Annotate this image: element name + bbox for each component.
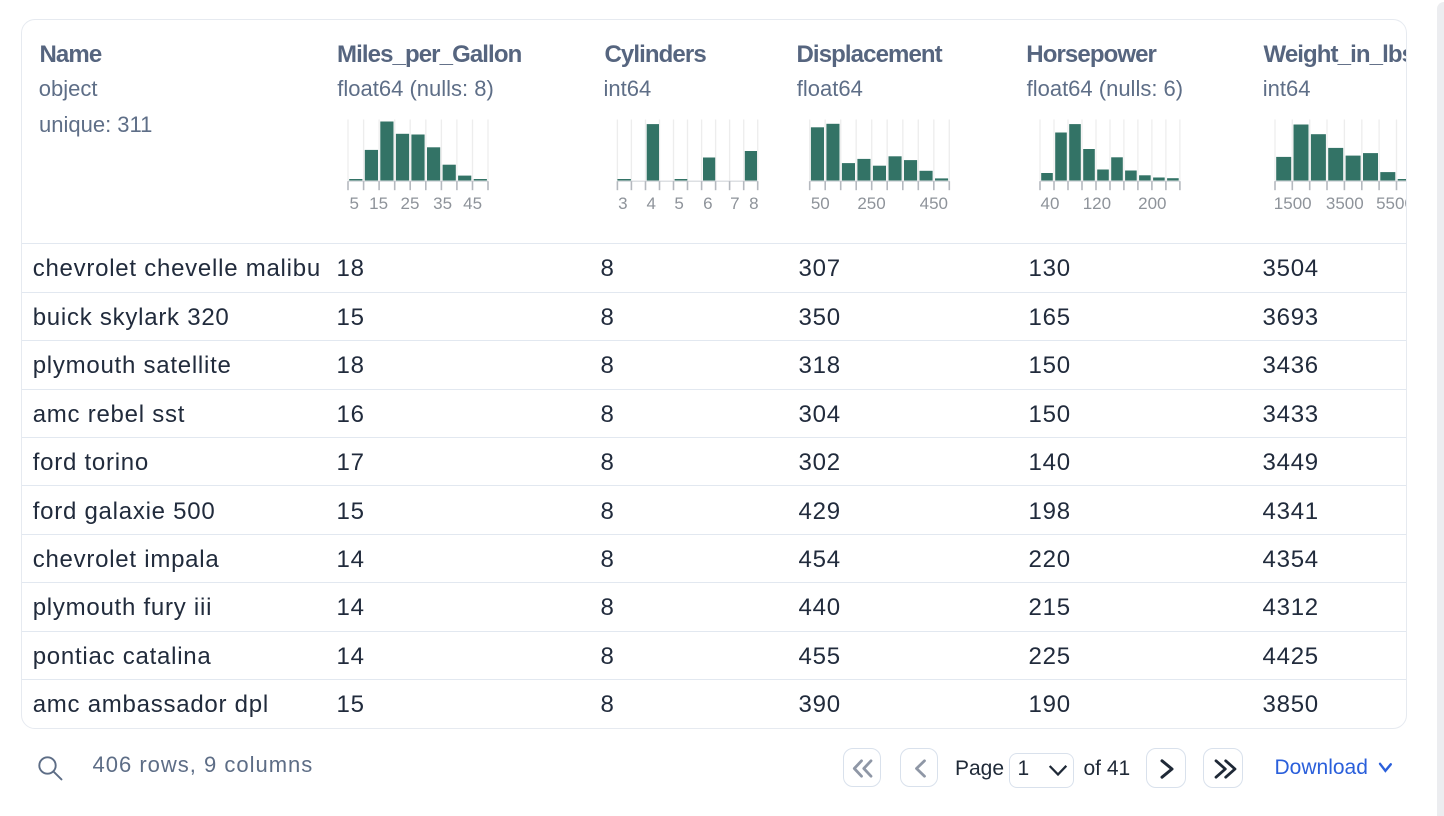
- svg-text:5: 5: [349, 194, 358, 213]
- svg-text:4: 4: [646, 194, 655, 213]
- svg-text:8: 8: [749, 194, 758, 213]
- svg-text:7: 7: [730, 194, 739, 213]
- svg-text:200: 200: [1138, 194, 1166, 213]
- svg-text:5500: 5500: [1376, 194, 1406, 213]
- svg-text:3: 3: [618, 194, 627, 213]
- svg-text:250: 250: [857, 194, 885, 213]
- svg-text:120: 120: [1083, 194, 1111, 213]
- svg-text:45: 45: [463, 194, 482, 213]
- svg-text:450: 450: [920, 194, 948, 213]
- svg-text:50: 50: [811, 194, 830, 213]
- svg-text:40: 40: [1041, 194, 1060, 213]
- svg-text:25: 25: [401, 194, 420, 213]
- svg-text:6: 6: [703, 194, 712, 213]
- svg-text:3500: 3500: [1326, 194, 1364, 213]
- svg-text:35: 35: [433, 194, 452, 213]
- svg-text:5: 5: [674, 194, 683, 213]
- svg-text:15: 15: [369, 194, 388, 213]
- svg-text:1500: 1500: [1274, 194, 1312, 213]
